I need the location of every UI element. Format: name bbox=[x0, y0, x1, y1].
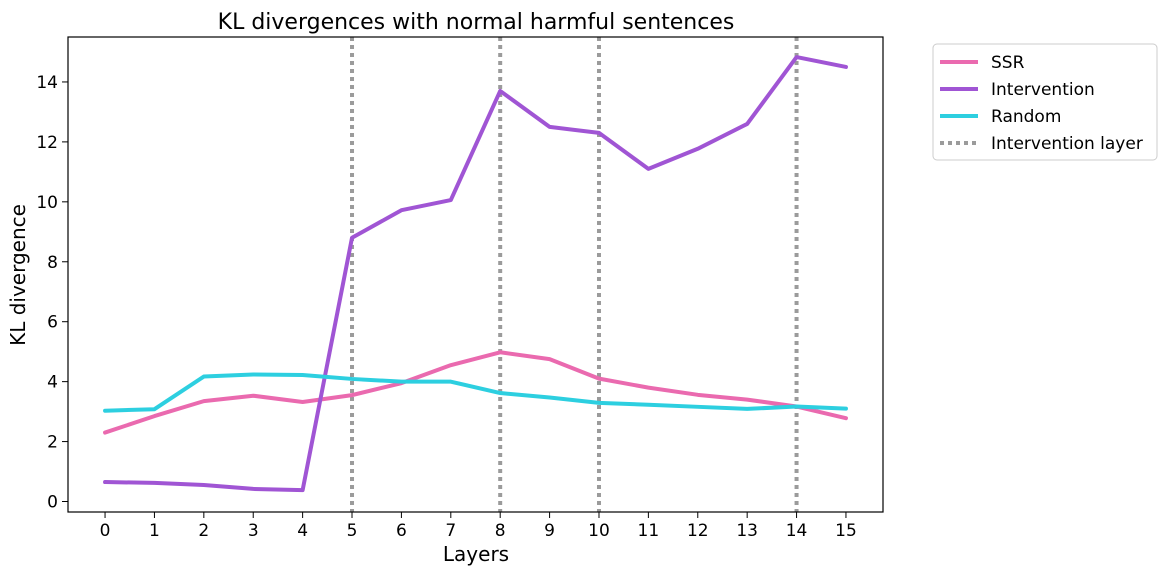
x-tick-label: 11 bbox=[638, 521, 660, 541]
x-tick-label: 5 bbox=[347, 521, 358, 541]
series-line-random bbox=[103, 372, 848, 413]
legend-label: Intervention bbox=[991, 80, 1095, 100]
series-line-intervention bbox=[103, 55, 848, 493]
x-tick-label: 13 bbox=[736, 521, 758, 541]
y-tick-label: 10 bbox=[36, 193, 58, 213]
x-tick-label: 10 bbox=[588, 521, 610, 541]
x-tick-label: 3 bbox=[248, 521, 259, 541]
y-tick-label: 8 bbox=[47, 253, 58, 273]
y-axis-label: KL divergence bbox=[6, 204, 30, 346]
y-tick-label: 4 bbox=[47, 373, 58, 393]
x-tick-label: 2 bbox=[198, 521, 209, 541]
x-tick-label: 4 bbox=[297, 521, 308, 541]
plot-area bbox=[103, 37, 848, 512]
legend-box bbox=[932, 43, 1158, 161]
x-axis-label: Layers bbox=[443, 542, 509, 566]
y-tick-label: 14 bbox=[36, 73, 58, 93]
x-axis: 0 1 2 3 4 5 6 7 8 9 10 11 12 13 14 15 bbox=[100, 512, 857, 541]
x-tick-label: 6 bbox=[396, 521, 407, 541]
y-axis: 0 2 4 6 8 10 12 14 bbox=[36, 73, 68, 513]
legend-label: SSR bbox=[991, 53, 1025, 73]
legend-label: Random bbox=[991, 107, 1061, 127]
x-tick-label: 12 bbox=[687, 521, 709, 541]
x-tick-label: 7 bbox=[445, 521, 456, 541]
y-tick-label: 6 bbox=[47, 313, 58, 333]
x-tick-label: 1 bbox=[149, 521, 160, 541]
plot-frame bbox=[67, 36, 884, 513]
x-tick-label: 14 bbox=[786, 521, 808, 541]
legend: SSR Intervention Random Intervention layer bbox=[932, 43, 1158, 161]
x-tick-label: 8 bbox=[495, 521, 506, 541]
x-tick-label: 15 bbox=[835, 521, 857, 541]
x-tick-label: 9 bbox=[544, 521, 555, 541]
chart-title: KL divergences with normal harmful sente… bbox=[218, 10, 735, 35]
legend-label: Intervention layer bbox=[991, 134, 1143, 154]
series-line-ssr bbox=[103, 350, 848, 435]
y-tick-label: 2 bbox=[47, 433, 58, 453]
x-tick-label: 0 bbox=[100, 521, 111, 541]
y-tick-label: 12 bbox=[36, 133, 58, 153]
y-tick-label: 0 bbox=[47, 493, 58, 513]
